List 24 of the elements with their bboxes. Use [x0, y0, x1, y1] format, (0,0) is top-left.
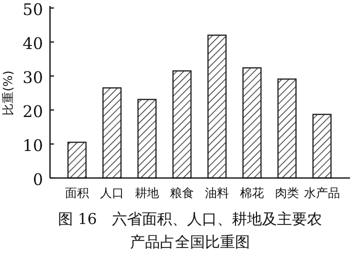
- x-tick-label: 油料: [205, 186, 229, 200]
- x-tick-label: 肉类: [275, 186, 299, 200]
- bar: [102, 87, 122, 179]
- x-tick-label: 耕地: [135, 186, 159, 200]
- y-tick-label: 0: [32, 170, 43, 189]
- bar: [67, 142, 87, 179]
- bar: [172, 70, 192, 179]
- y-tick-label: 20: [22, 102, 43, 121]
- bar: [207, 34, 227, 179]
- bar: [277, 78, 297, 179]
- y-tick-label: 40: [22, 34, 43, 53]
- bar: [312, 114, 332, 179]
- x-tick-label: 面积: [65, 186, 89, 200]
- x-tick-label: 人口: [100, 186, 124, 200]
- x-tick-label: 粮食: [170, 186, 194, 200]
- y-tick-label: 30: [22, 68, 43, 87]
- text: 图 16 六省面积、人口、耕地及主要农产品占全国比重图: [57, 209, 323, 253]
- bar: [242, 67, 262, 179]
- x-tick-label: 棉花: [240, 186, 264, 200]
- y-axis-title: 比重(%): [1, 70, 15, 116]
- x-tick-label: 水产品: [304, 186, 340, 200]
- y-tick-label: 50: [22, 0, 43, 19]
- y-tick-label: 10: [22, 136, 43, 155]
- bar: [137, 98, 157, 179]
